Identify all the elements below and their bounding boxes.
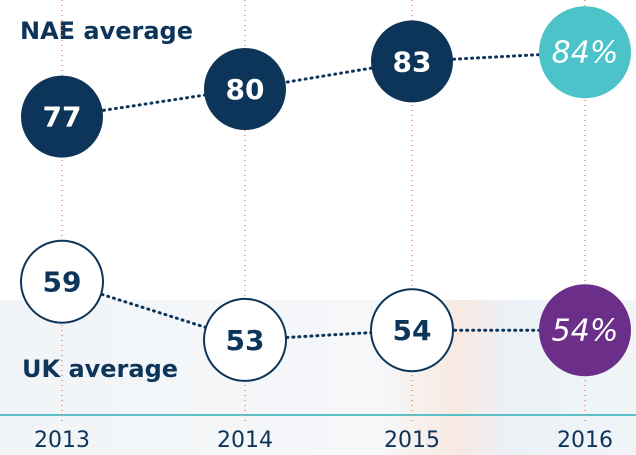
x-tick-label: 2016 <box>557 428 613 453</box>
x-tick-label: 2015 <box>384 428 440 453</box>
legend-uk: UK average <box>22 355 178 383</box>
data-circle <box>539 284 631 377</box>
data-circle <box>371 20 453 103</box>
value-label: 84% <box>552 36 619 71</box>
legend-nae: NAE average <box>20 17 193 45</box>
data-circle <box>370 288 454 373</box>
data-circle <box>203 297 287 382</box>
series-line <box>60 50 587 119</box>
value-label: 77 <box>43 101 82 134</box>
data-circle <box>204 48 286 130</box>
value-label: 83 <box>393 45 432 78</box>
value-label: 59 <box>43 266 82 299</box>
x-tick-label: 2013 <box>34 428 90 453</box>
data-circle <box>21 75 103 158</box>
value-label: 54% <box>552 314 619 349</box>
data-circle <box>20 239 104 324</box>
x-tick-label: 2014 <box>217 428 273 453</box>
value-label: 54 <box>393 314 432 347</box>
value-label: 53 <box>226 324 265 357</box>
data-circle <box>539 6 631 99</box>
value-label: 80 <box>226 73 265 106</box>
background <box>0 300 636 455</box>
series-line <box>60 280 587 342</box>
